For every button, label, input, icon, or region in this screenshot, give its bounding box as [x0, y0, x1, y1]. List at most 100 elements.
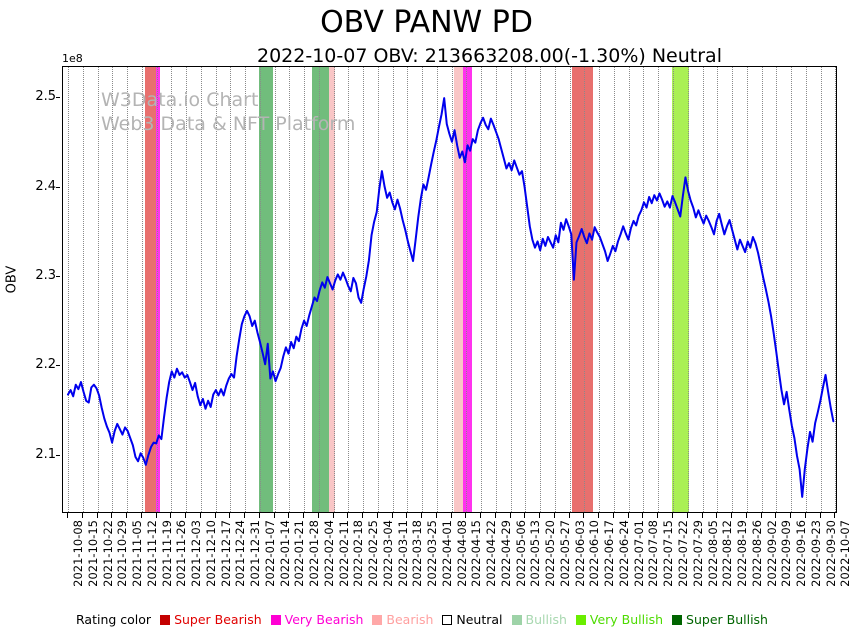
- x-tick-mark: [612, 513, 614, 518]
- x-tick-mark: [244, 513, 246, 518]
- x-tick-label: 2022-06-03: [572, 520, 587, 587]
- gridline: [436, 67, 438, 512]
- gridline: [304, 67, 306, 512]
- x-tick-mark: [553, 513, 555, 518]
- x-tick-label: 2021-12-03: [189, 520, 204, 587]
- x-tick-label: 2022-07-01: [631, 520, 646, 587]
- x-tick-label: 2022-06-10: [587, 520, 602, 587]
- x-tick-mark: [435, 513, 437, 518]
- rating-band-very-bearish: [463, 67, 472, 512]
- legend-entry-bearish[interactable]: Bearish: [372, 613, 433, 626]
- x-tick-label: 2021-12-10: [203, 520, 218, 587]
- y-tick-label: 2.2: [35, 357, 56, 373]
- x-tick-label: 2022-04-22: [484, 520, 499, 587]
- x-tick-label: 2022-09-30: [823, 520, 838, 587]
- x-tick-mark: [421, 513, 423, 518]
- legend-label: Super Bearish: [174, 611, 262, 627]
- gridline: [377, 67, 379, 512]
- gridline: [392, 67, 394, 512]
- gridline: [554, 67, 556, 512]
- x-tick-label: 2022-04-29: [498, 520, 513, 587]
- x-tick-label: 2022-04-15: [469, 520, 484, 587]
- rating-band-bearish: [144, 67, 157, 512]
- legend-swatch-icon: [270, 614, 281, 625]
- x-tick-label: 2022-05-06: [513, 520, 528, 587]
- legend-swatch-icon: [672, 614, 683, 625]
- chart-title: OBV PANW PD: [320, 5, 533, 40]
- x-tick-label: 2022-08-05: [705, 520, 720, 587]
- gridline: [186, 67, 188, 512]
- x-tick-mark: [524, 513, 526, 518]
- gridline: [466, 67, 468, 512]
- gridline: [495, 67, 497, 512]
- gridline: [658, 67, 660, 512]
- gridline: [702, 67, 704, 512]
- y-axis-tick-labels: 2.1 2.2 2.3 2.4 2.5: [0, 66, 56, 513]
- legend-label: Neutral: [456, 611, 503, 627]
- x-tick-mark: [494, 513, 496, 518]
- gridline: [791, 67, 793, 512]
- gridline: [230, 67, 232, 512]
- x-tick-label: 2022-01-07: [262, 520, 277, 587]
- x-tick-label: 2021-12-17: [218, 520, 233, 587]
- obv-line-series: [63, 67, 836, 512]
- gridline: [717, 67, 719, 512]
- x-tick-label: 2022-05-20: [543, 520, 558, 587]
- x-tick-label: 2022-04-08: [454, 520, 469, 587]
- y-tick-label: 2.4: [35, 178, 56, 194]
- x-axis-tick-labels: 2021-10-08 2021-10-15 2021-10-22 2021-10-29…: [62, 520, 852, 606]
- gridline: [510, 67, 512, 512]
- x-tick-mark: [642, 513, 644, 518]
- x-tick-mark: [819, 513, 821, 518]
- x-tick-label: 2022-09-16: [794, 520, 809, 587]
- x-tick-mark: [760, 513, 762, 518]
- x-tick-mark: [96, 513, 98, 518]
- x-tick-label: 2022-01-14: [277, 520, 292, 587]
- rating-band-very-bearish: [156, 67, 160, 512]
- gridline: [746, 67, 748, 512]
- plot-area[interactable]: W3Data.io Chart Web3 Data & NFT Platform: [62, 66, 837, 513]
- x-tick-mark: [465, 513, 467, 518]
- gridline: [156, 67, 158, 512]
- x-tick-label: 2022-09-23: [808, 520, 823, 587]
- x-tick-mark: [391, 513, 393, 518]
- legend-swatch-icon: [511, 614, 522, 625]
- rating-band-bearish: [572, 67, 593, 512]
- x-tick-mark: [598, 513, 600, 518]
- x-tick-mark: [657, 513, 659, 518]
- legend-entry-neutral[interactable]: Neutral: [442, 611, 503, 627]
- legend-entry-super-bullish[interactable]: Super Bullish: [672, 611, 768, 627]
- x-tick-mark: [480, 513, 482, 518]
- y-tick-mark: [56, 186, 60, 188]
- legend-label: Super Bullish: [686, 611, 768, 627]
- gridline: [333, 67, 335, 512]
- gridline: [584, 67, 586, 512]
- x-tick-label: 2021-12-31: [248, 520, 263, 587]
- x-tick-mark: [273, 513, 275, 518]
- x-tick-mark: [126, 513, 128, 518]
- gridline: [171, 67, 173, 512]
- x-tick-label: 2022-09-09: [779, 520, 794, 587]
- legend-label: Very Bearish: [284, 611, 364, 627]
- x-tick-label: 2022-01-21: [292, 520, 307, 587]
- gridline: [732, 67, 734, 512]
- legend-entry-bullish[interactable]: Bullish: [511, 611, 567, 627]
- legend-swatch-icon: [160, 614, 171, 625]
- x-tick-label: 2021-10-29: [115, 520, 130, 587]
- gridline: [835, 67, 836, 512]
- x-tick-mark: [539, 513, 541, 518]
- x-tick-mark: [834, 513, 836, 518]
- legend-entry-very-bearish[interactable]: Very Bearish: [270, 611, 364, 627]
- x-tick-label: 2022-06-24: [616, 520, 631, 587]
- x-tick-mark: [111, 513, 113, 518]
- legend-entry-super-bearish[interactable]: Super Bearish: [160, 611, 262, 627]
- legend-entry-very-bullish[interactable]: Very Bullish: [575, 613, 663, 626]
- x-tick-mark: [170, 513, 172, 518]
- x-tick-mark: [376, 513, 378, 518]
- x-tick-label: 2022-03-04: [380, 520, 395, 587]
- x-tick-mark: [332, 513, 334, 518]
- x-tick-label: 2021-10-08: [71, 520, 85, 587]
- x-tick-label: 2021-10-22: [100, 520, 115, 587]
- gridline: [673, 67, 674, 512]
- legend-label: Bullish: [525, 611, 567, 627]
